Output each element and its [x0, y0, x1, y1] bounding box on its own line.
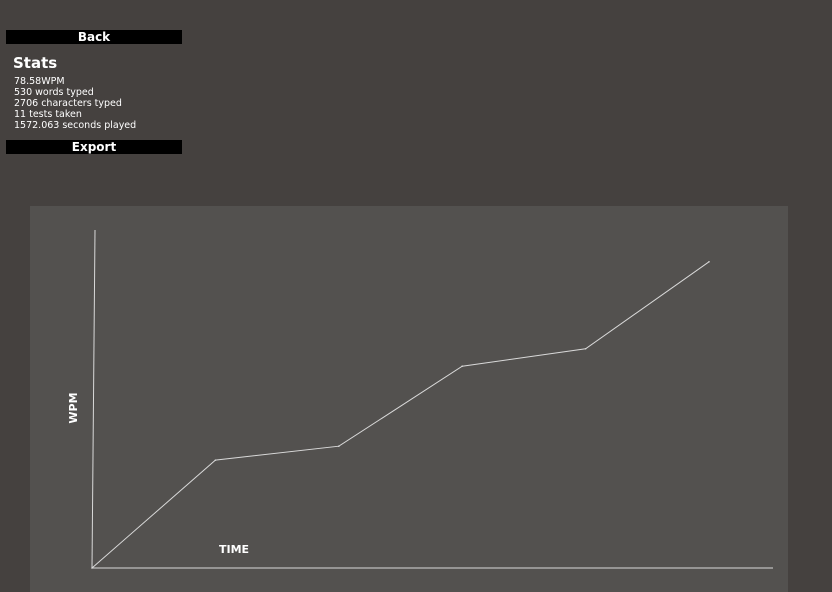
back-button[interactable]: Back: [6, 30, 182, 44]
stat-words-typed: 530 words typed: [14, 87, 94, 98]
stat-seconds-played: 1572.063 seconds played: [14, 120, 137, 131]
stat-tests-taken: 11 tests taken: [14, 109, 82, 120]
stats-list: 78.58WPM 530 words typed 2706 characters…: [14, 76, 136, 131]
chart-panel: [30, 206, 788, 592]
stat-characters-typed: 2706 characters typed: [14, 98, 122, 109]
stats-title: Stats: [13, 54, 58, 72]
export-button[interactable]: Export: [6, 140, 182, 154]
stat-wpm: 78.58WPM: [14, 76, 65, 87]
